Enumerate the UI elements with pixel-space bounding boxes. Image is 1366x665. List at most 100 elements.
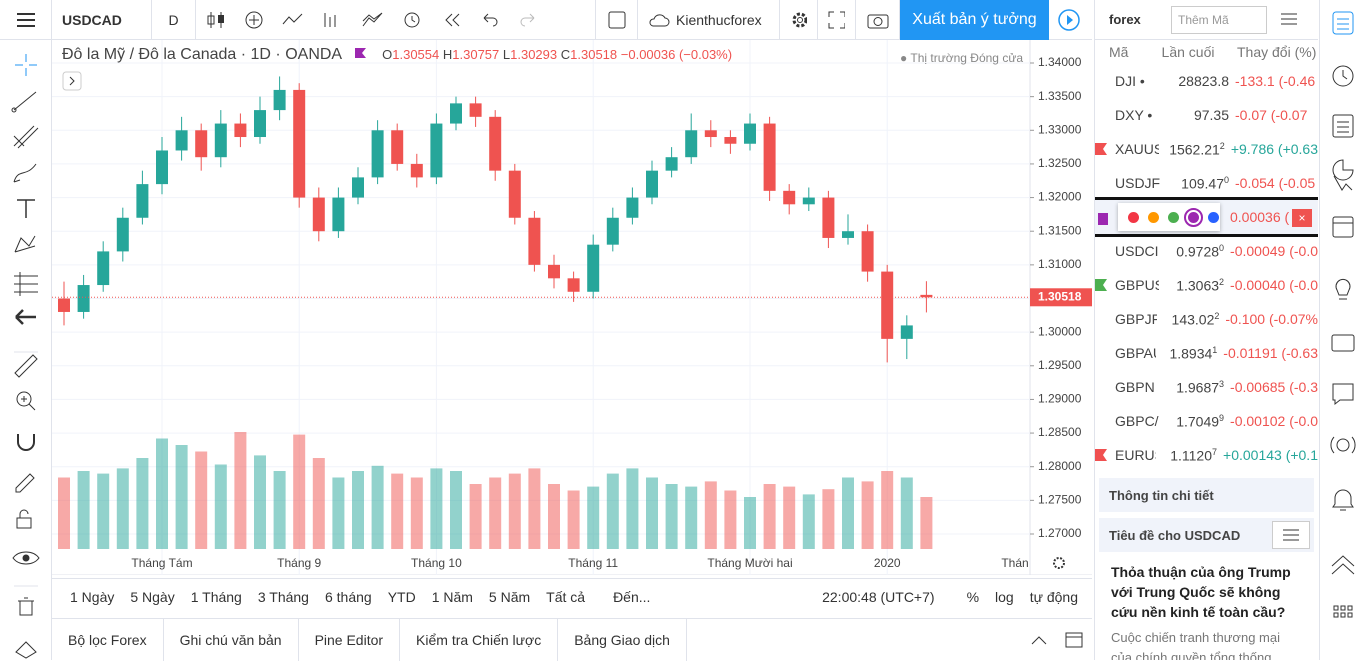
scale-option[interactable]: % [966, 589, 980, 605]
undo-icon[interactable] [480, 10, 500, 30]
watchlist-name[interactable]: forex [1109, 12, 1141, 27]
range-button[interactable]: 1 Năm [431, 589, 473, 605]
messages-icon[interactable] [1332, 383, 1354, 406]
range-button[interactable]: YTD [387, 589, 416, 605]
watchlist-row[interactable]: GBPC/1.70499 -0.00102 (-0.0 [1095, 404, 1318, 438]
lock-tool[interactable] [16, 517, 32, 529]
chat-icon[interactable] [1331, 334, 1355, 352]
templates-icon[interactable] [362, 10, 384, 30]
watchlist-row[interactable]: GBPAU1.89341-0.01191 (-0.63 [1095, 336, 1318, 370]
remove-button[interactable]: × [1292, 209, 1312, 227]
range-button[interactable]: 1 Tháng [190, 589, 242, 605]
account-name: Kienthucforex [676, 11, 762, 28]
watchlist-row[interactable]: USDCI 0.97280 -0.00049 (-0.0 [1095, 234, 1318, 268]
color-swatch[interactable] [1148, 211, 1159, 223]
streams-icon[interactable] [1336, 438, 1350, 452]
zoom-tool[interactable] [16, 391, 32, 407]
text-tool[interactable] [17, 199, 35, 218]
apps-icon[interactable] [1333, 605, 1353, 618]
play-button[interactable] [1049, 0, 1089, 40]
tab[interactable]: Bộ lọc Forex [52, 618, 164, 661]
compare-icon[interactable] [322, 10, 344, 30]
watchlist-row[interactable]: DJI • 28823.8 -133.1 (-0.46 [1095, 64, 1318, 98]
hotlist-icon[interactable] [1332, 159, 1354, 181]
pattern-tool[interactable] [14, 235, 36, 253]
trash-tool[interactable] [18, 597, 34, 616]
watchlist-row[interactable]: 0.00036 (× [1095, 197, 1318, 237]
ruler-tool[interactable] [14, 354, 38, 378]
range-button[interactable]: 5 Ngày [130, 589, 175, 605]
calendar-icon[interactable] [1332, 216, 1354, 238]
range-button[interactable]: Tất cả [546, 589, 586, 605]
replay-icon[interactable] [442, 10, 462, 30]
scale-option[interactable]: log [995, 589, 1014, 605]
candle-body [822, 197, 835, 238]
range-button[interactable]: Đến... [613, 589, 651, 605]
range-button[interactable]: 1 Ngày [70, 589, 115, 605]
alerts-icon[interactable] [1332, 65, 1354, 87]
range-button[interactable]: 3 Tháng [257, 589, 309, 605]
search-box[interactable]: Thêm Mã [1171, 5, 1267, 34]
row-flag[interactable] [1095, 449, 1109, 461]
redo-icon[interactable] [518, 10, 538, 30]
row-flag[interactable] [1095, 279, 1109, 291]
color-swatch[interactable] [1184, 207, 1203, 227]
indicator-add-icon[interactable] [244, 10, 264, 30]
prediction-tool[interactable] [14, 272, 38, 296]
tab[interactable]: Pine Editor [299, 618, 401, 661]
hide-tool[interactable] [15, 641, 37, 659]
tab[interactable]: Kiểm tra Chiến lược [400, 618, 559, 661]
ideas-icon[interactable] [1335, 278, 1351, 300]
back-tool[interactable] [15, 309, 36, 325]
row-flag[interactable] [1098, 213, 1108, 225]
candles-icon[interactable] [206, 10, 226, 30]
row-flag[interactable] [1095, 143, 1109, 155]
account[interactable]: Kienthucforex [638, 0, 780, 40]
collapse-icon[interactable] [1331, 555, 1355, 575]
watchlist-row[interactable]: USDJF 109.470 -0.054 (-0.05 [1095, 166, 1318, 200]
brush-tool[interactable] [13, 163, 37, 183]
interval[interactable]: D [152, 0, 196, 40]
publish-button[interactable]: Xuất bản ý tưởng [900, 0, 1049, 40]
snapshot-button[interactable] [856, 0, 900, 40]
watchlist-row[interactable]: EURUS1.11207+0.00143 (+0.1 [1095, 438, 1318, 472]
layout-button[interactable] [596, 0, 638, 40]
watchlist-row[interactable]: DXY • 97.35 -0.07 (-0.07 [1095, 98, 1318, 132]
indicators-icon[interactable] [282, 10, 304, 30]
panel-controls[interactable] [1022, 630, 1092, 650]
symbol[interactable]: USDCAD [52, 0, 152, 40]
volume-bar [273, 471, 286, 549]
crosshair-tool[interactable] [15, 54, 37, 76]
notifications-icon[interactable] [1332, 489, 1354, 511]
color-swatch[interactable] [1208, 211, 1219, 223]
watchlist-row[interactable]: XAUUS 1562.212 +9.786 (+0.63 [1095, 132, 1318, 166]
range-button[interactable]: 5 Năm [488, 589, 531, 605]
settings-button[interactable] [780, 0, 818, 40]
watchlist-row[interactable]: GBPUS1.30632-0.00040 (-0.0 [1095, 268, 1318, 302]
visibility-tool[interactable] [12, 551, 40, 565]
pitchfork-tool[interactable] [13, 125, 39, 149]
color-swatch[interactable] [1168, 211, 1179, 223]
data-window-icon[interactable] [1332, 114, 1354, 138]
watchlist-row[interactable]: GBPJF 143.022 -0.100 (-0.07% [1095, 302, 1318, 336]
row-last-value: 1.9687 [1176, 379, 1220, 396]
headlines-menu[interactable] [1272, 521, 1310, 549]
details-header[interactable]: Thông tin chi tiết [1099, 478, 1314, 512]
watchlist-icon[interactable] [1332, 11, 1354, 35]
lock-draw-tool[interactable] [15, 473, 35, 493]
tab[interactable]: Bảng Giao dịch [558, 618, 687, 661]
alert-icon[interactable] [402, 10, 424, 30]
magnet-tool[interactable] [17, 434, 35, 451]
menu-button[interactable] [0, 0, 52, 40]
collapse-legend-button[interactable] [62, 71, 82, 91]
watchlist-row[interactable]: GBPN 1.96873 -0.00685 (-0.3 [1095, 370, 1318, 404]
trendline-tool[interactable] [13, 91, 37, 111]
axis-settings[interactable] [1053, 557, 1065, 569]
list-button[interactable] [1267, 10, 1307, 30]
headline[interactable]: Thỏa thuận của ông Trump với Trung Quốc … [1111, 564, 1291, 620]
tab[interactable]: Ghi chú văn bản [164, 618, 299, 661]
fullscreen-button[interactable] [818, 0, 856, 40]
scale-option[interactable]: tự động [1029, 589, 1078, 605]
range-button[interactable]: 6 tháng [324, 589, 372, 605]
color-swatch[interactable] [1128, 211, 1139, 223]
